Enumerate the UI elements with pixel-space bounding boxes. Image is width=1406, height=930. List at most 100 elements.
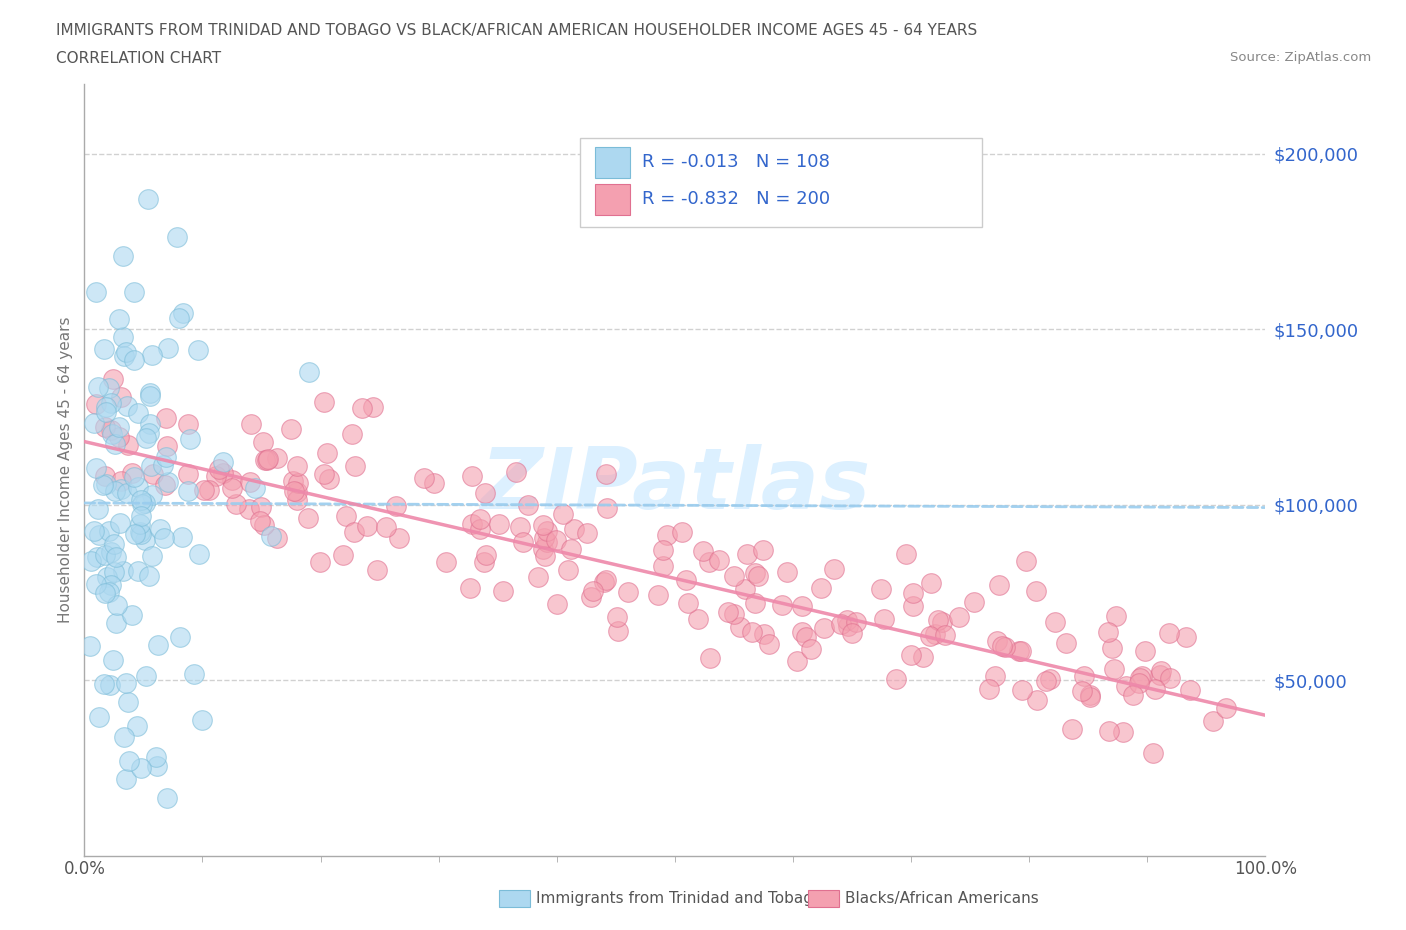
Point: [461, 517, 484, 532]
Point: [596, 500, 619, 515]
Point: [145, 749, 167, 764]
Point: [146, 638, 169, 653]
Point: [115, 399, 138, 414]
Point: [422, 475, 444, 490]
Point: [534, 548, 557, 563]
Point: [675, 573, 697, 588]
Point: [97, 523, 120, 538]
Point: [129, 509, 152, 524]
Point: [93, 677, 115, 692]
Point: [1142, 746, 1164, 761]
Point: [108, 430, 131, 445]
Point: [1150, 664, 1173, 679]
Point: [744, 565, 766, 580]
Point: [83, 416, 105, 431]
Point: [110, 389, 132, 404]
Point: [96, 400, 118, 415]
Point: [170, 530, 193, 545]
Point: [1133, 644, 1156, 658]
Point: [105, 616, 128, 631]
Point: [1039, 671, 1062, 686]
Point: [1011, 683, 1033, 698]
Point: [790, 599, 813, 614]
Point: [127, 718, 149, 733]
Point: [461, 468, 484, 483]
Point: [963, 594, 986, 609]
Point: [606, 609, 628, 624]
Point: [250, 499, 273, 514]
Point: [79, 639, 101, 654]
Point: [205, 469, 228, 484]
Point: [986, 633, 1008, 648]
Point: [129, 761, 152, 776]
Point: [900, 647, 922, 662]
Point: [560, 541, 582, 556]
Point: [1035, 674, 1057, 689]
Point: [312, 395, 335, 410]
Point: [238, 501, 260, 516]
Point: [139, 389, 162, 404]
Point: [1102, 661, 1125, 676]
Point: [546, 532, 568, 547]
Point: [709, 552, 731, 567]
Point: [103, 653, 125, 668]
Point: [366, 563, 388, 578]
Point: [697, 555, 720, 570]
Point: [169, 311, 191, 325]
Point: [172, 306, 194, 321]
Point: [187, 547, 209, 562]
Point: [97, 584, 120, 599]
Point: [655, 527, 678, 542]
Point: [131, 497, 153, 512]
Point: [134, 496, 156, 511]
Point: [1054, 635, 1077, 650]
Point: [903, 599, 925, 614]
Point: [177, 417, 200, 432]
Point: [823, 562, 845, 577]
Point: [1129, 671, 1152, 685]
Point: [576, 525, 599, 540]
Point: [647, 588, 669, 603]
Point: [841, 626, 863, 641]
Point: [101, 427, 124, 442]
Point: [122, 352, 145, 367]
Point: [249, 513, 271, 528]
Point: [1101, 641, 1123, 656]
Point: [948, 610, 970, 625]
Point: [138, 425, 160, 440]
Point: [579, 590, 602, 604]
Point: [142, 467, 165, 482]
Point: [129, 527, 152, 542]
Point: [153, 477, 176, 492]
Point: [146, 759, 169, 774]
Point: [546, 596, 568, 611]
Point: [80, 553, 103, 568]
Point: [135, 431, 157, 445]
Point: [155, 410, 177, 425]
Point: [112, 349, 135, 364]
Point: [127, 564, 149, 578]
Point: [136, 192, 159, 206]
Point: [912, 649, 935, 664]
Point: [1149, 668, 1171, 683]
Point: [155, 450, 177, 465]
Point: [114, 771, 136, 786]
Text: Source: ZipAtlas.com: Source: ZipAtlas.com: [1230, 51, 1371, 64]
Point: [734, 581, 756, 596]
Point: [316, 445, 339, 460]
Point: [312, 467, 335, 482]
Point: [115, 676, 138, 691]
Point: [100, 545, 122, 560]
Point: [790, 624, 813, 639]
Text: R = -0.832   N = 200: R = -0.832 N = 200: [641, 191, 830, 208]
Point: [1078, 689, 1101, 704]
Text: CORRELATION CHART: CORRELATION CHART: [56, 51, 221, 66]
Point: [110, 473, 132, 488]
Point: [221, 481, 243, 496]
Point: [252, 435, 274, 450]
Point: [112, 248, 135, 263]
Point: [873, 612, 896, 627]
Point: [283, 484, 305, 498]
Point: [835, 612, 858, 627]
Point: [676, 596, 699, 611]
